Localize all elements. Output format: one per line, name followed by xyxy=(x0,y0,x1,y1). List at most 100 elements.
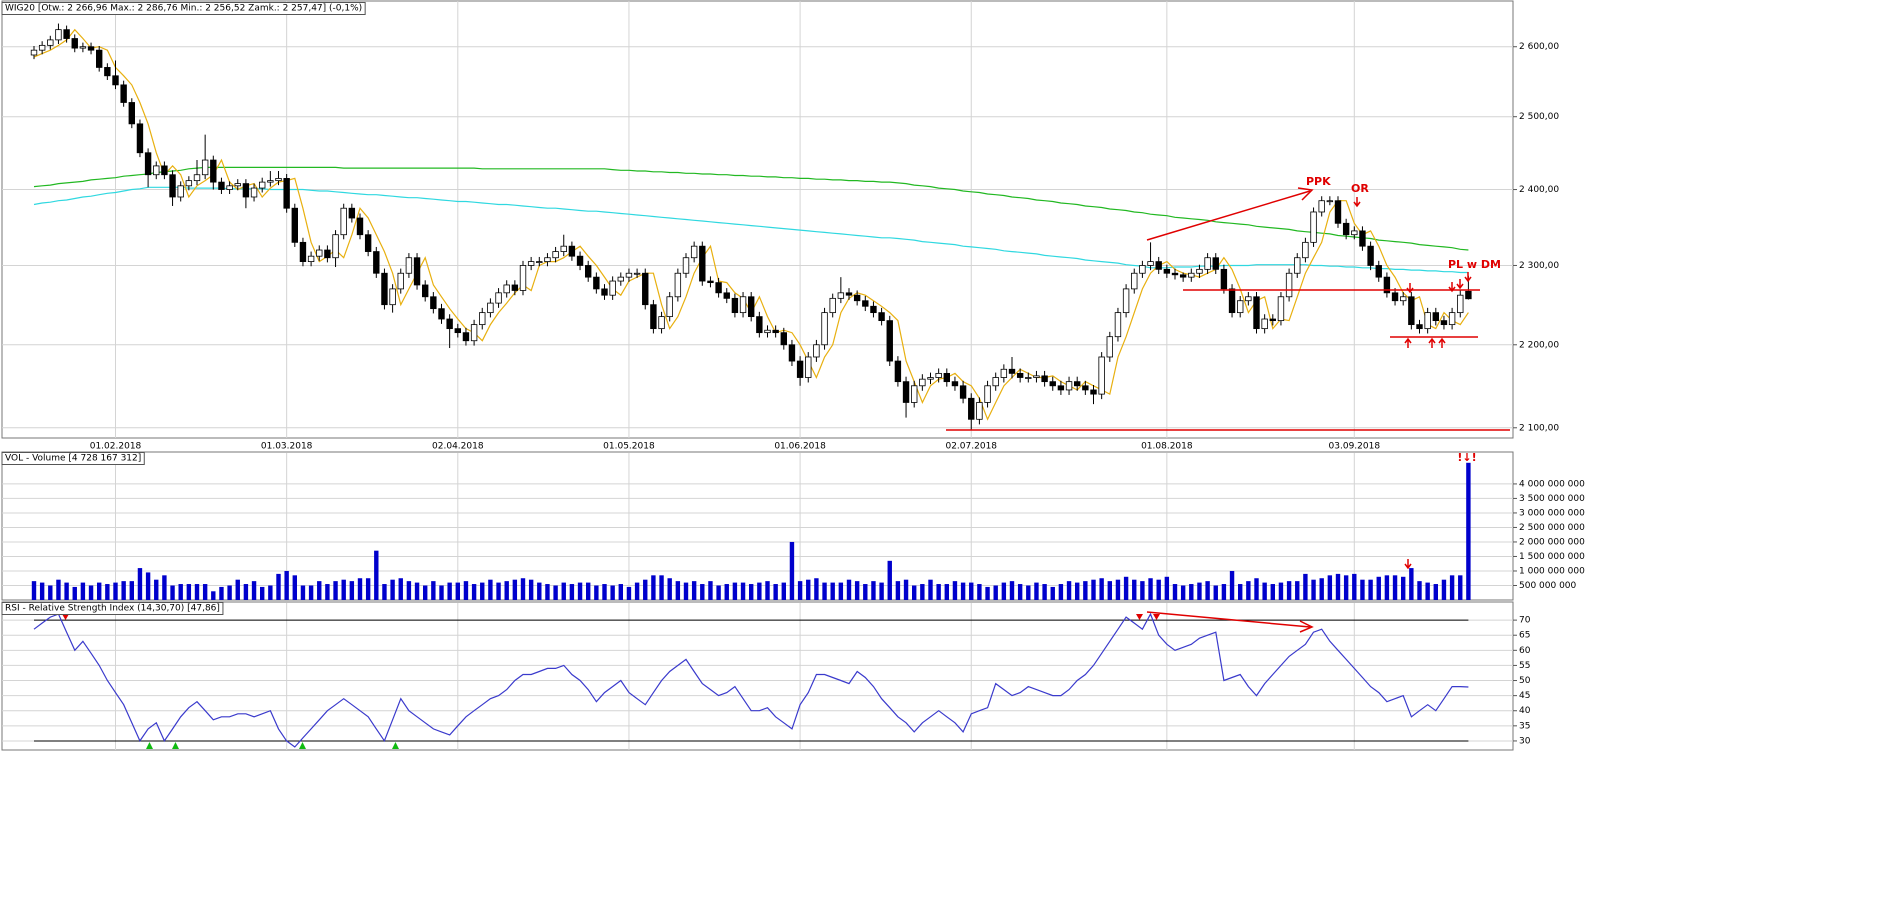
candle-body xyxy=(1432,312,1439,322)
x-tick-label: 02.07.2018 xyxy=(945,442,997,452)
candle-body xyxy=(71,38,78,49)
candle-body xyxy=(1359,230,1366,247)
candle-body xyxy=(503,284,510,294)
candle-body xyxy=(1448,312,1456,326)
volume-bar xyxy=(390,579,395,600)
volume-bar xyxy=(64,582,69,600)
title-box xyxy=(1,602,224,615)
candle-body xyxy=(356,217,364,236)
volume-bar xyxy=(80,582,86,600)
annotation: !↓! xyxy=(1457,451,1476,464)
candle-body xyxy=(1228,288,1236,314)
candle-body xyxy=(1383,276,1391,294)
volume-bar xyxy=(1368,579,1373,600)
volume-bar xyxy=(88,585,94,600)
volume-bar xyxy=(341,579,346,600)
x-tick-label: 03.09.2018 xyxy=(1329,442,1381,452)
candle-body xyxy=(1114,312,1122,338)
annotation-layer: PPK OR PL w DM !↓! xyxy=(62,175,1510,749)
y-tick-label: 65 xyxy=(1519,631,1530,641)
candle-body xyxy=(479,312,486,326)
volume-bar xyxy=(31,581,37,600)
candle-body xyxy=(1220,268,1228,290)
volume-bar xyxy=(528,579,534,600)
candle-body xyxy=(585,265,592,278)
arrow-icon xyxy=(1438,337,1446,348)
candle-body xyxy=(756,316,763,334)
volume-bar xyxy=(1058,584,1064,600)
candle-body xyxy=(911,385,918,403)
candle-body xyxy=(870,305,877,314)
candle-body xyxy=(1171,272,1179,276)
candle-body xyxy=(853,294,861,302)
volume-bar xyxy=(1425,582,1430,600)
candle-body xyxy=(1025,377,1032,379)
volume-bar xyxy=(1213,585,1218,600)
candle-body xyxy=(307,255,315,262)
volume-bar xyxy=(561,582,566,600)
volume-bar xyxy=(439,585,444,600)
volume-bar xyxy=(1303,573,1308,600)
volume-bar xyxy=(1384,575,1390,600)
volume-bar xyxy=(1034,582,1039,600)
candle-body xyxy=(1457,294,1464,314)
volume-bar xyxy=(977,584,982,600)
candle-body xyxy=(1391,292,1399,302)
candle-body xyxy=(552,251,559,259)
volume-bar xyxy=(1327,575,1333,600)
candle-body xyxy=(527,261,535,266)
candle-body xyxy=(226,185,233,190)
title-box xyxy=(1,452,145,465)
y-tick-label: 45 xyxy=(1519,691,1530,701)
arrow-head xyxy=(1299,620,1314,633)
volume-bar xyxy=(1401,576,1406,600)
volume-bar xyxy=(586,582,591,600)
candle-body xyxy=(120,84,127,103)
y-tick-label: 2 600,00 xyxy=(1519,42,1559,52)
volume-bar xyxy=(1148,578,1153,600)
candle-body xyxy=(943,372,950,383)
candle-body xyxy=(63,29,70,39)
candle-body xyxy=(332,234,339,259)
volume-bar xyxy=(928,579,933,600)
candle-body xyxy=(992,377,999,387)
volume-bar xyxy=(423,585,428,600)
volume-bar xyxy=(936,584,941,600)
volume-bar xyxy=(985,586,990,600)
candle-body xyxy=(79,46,87,49)
candle-body xyxy=(1302,241,1309,259)
volume-bar xyxy=(537,582,542,600)
candle-body xyxy=(242,183,250,198)
volume-bar xyxy=(447,582,452,600)
y-tick-label: 1 000 000 000 xyxy=(1519,566,1585,576)
candle-body xyxy=(878,312,885,322)
candle-body xyxy=(454,328,461,334)
candle-body xyxy=(642,272,649,306)
annotation: PL w DM xyxy=(1448,258,1501,271)
chart-title: RSI - Relative Strength Index (14,30,70)… xyxy=(5,604,220,614)
volume-bar xyxy=(260,586,265,600)
candle-body xyxy=(234,183,241,187)
candle-body xyxy=(1465,290,1472,300)
candle-body xyxy=(748,296,755,318)
candle-body xyxy=(169,174,176,198)
candle-body xyxy=(397,272,404,290)
volume-bar xyxy=(105,584,110,600)
candle-body xyxy=(1261,318,1268,330)
volume-bar xyxy=(113,582,118,600)
y-tick-label: 55 xyxy=(1519,661,1530,671)
y-tick-label: 4 000 000 000 xyxy=(1519,479,1585,489)
y-tick-label: 2 500,00 xyxy=(1519,112,1559,122)
candle-body xyxy=(1008,368,1016,374)
volume-bar xyxy=(251,581,257,600)
volume-bar xyxy=(162,575,167,600)
volume-bar xyxy=(724,584,729,600)
volume-bar xyxy=(1295,581,1300,600)
volume-bar xyxy=(292,575,297,600)
candle-body xyxy=(837,292,845,299)
candle-body xyxy=(1016,372,1024,378)
volume-bar xyxy=(822,582,827,600)
candle-body xyxy=(796,360,804,378)
volume-bar xyxy=(781,582,786,600)
x-tick-label: 01.02.2018 xyxy=(90,442,142,452)
